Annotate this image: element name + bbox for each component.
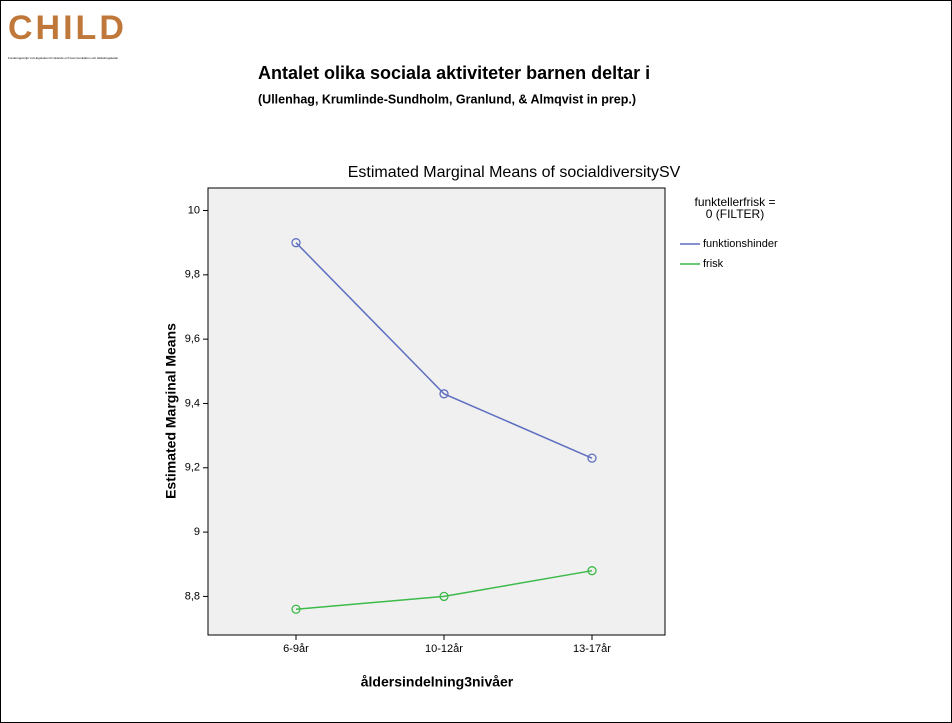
data-point <box>439 591 449 602</box>
data-point <box>439 389 449 399</box>
y-tick-label: 9,6 <box>185 333 200 345</box>
data-point <box>291 238 301 248</box>
y-axis-label: Estimated Marginal Means <box>163 323 179 499</box>
logo: CHILD <box>8 9 127 47</box>
subheading: (Ullenhag, Krumlinde-Sundholm, Granlund,… <box>258 92 636 106</box>
data-point <box>291 604 301 614</box>
legend-title: 0 (FILTER) <box>706 207 764 221</box>
y-tick-label: 10 <box>188 204 200 216</box>
data-point <box>587 453 597 463</box>
y-tick-label: 9 <box>194 526 200 538</box>
data-point <box>587 566 597 576</box>
y-tick-label: 9,2 <box>185 462 200 474</box>
legend-label: funktionshinder <box>703 238 778 250</box>
legend-label: frisk <box>703 258 724 270</box>
x-tick-label: 13-17år <box>573 643 611 655</box>
plot-area <box>207 187 666 636</box>
y-tick-label: 9,8 <box>185 269 200 281</box>
heading: Antalet olika sociala aktiviteter barnen… <box>258 63 650 83</box>
series-line <box>295 569 593 611</box>
logo-caption: Forskningsmiljö vid Högskolan för lärand… <box>8 56 119 60</box>
x-tick-label: 6-9år <box>283 643 309 655</box>
x-tick-label: 10-12år <box>425 643 463 655</box>
chart-title: Estimated Marginal Means of socialdivers… <box>348 164 681 181</box>
legend-title: funktellerfrisk = <box>694 195 775 209</box>
x-axis-label: åldersindelning3nivåer <box>361 674 514 690</box>
series-line <box>295 242 593 459</box>
y-tick-label: 8,8 <box>185 590 200 602</box>
y-tick-label: 9,4 <box>185 397 200 409</box>
